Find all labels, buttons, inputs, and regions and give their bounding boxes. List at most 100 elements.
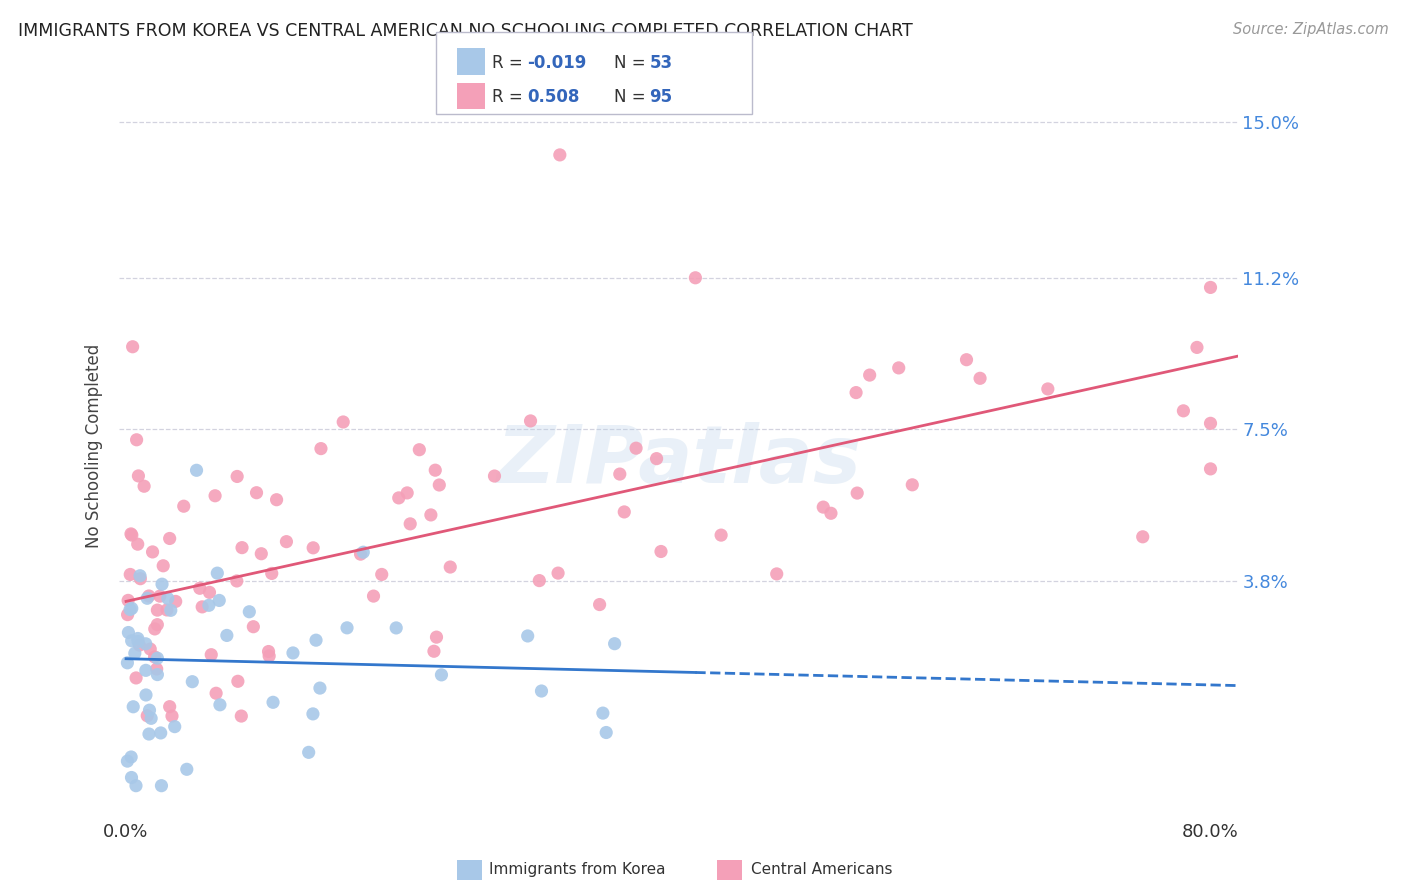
Point xyxy=(302,706,325,721)
Text: Source: ZipAtlas.com: Source: ZipAtlas.com xyxy=(1233,22,1389,37)
Point xyxy=(117,656,139,670)
Point xyxy=(143,622,166,636)
Point xyxy=(257,648,280,663)
Point xyxy=(226,674,249,689)
Point xyxy=(423,644,446,658)
Point xyxy=(408,442,430,457)
Point xyxy=(396,486,419,500)
Point xyxy=(859,368,882,382)
Point xyxy=(245,485,267,500)
Point xyxy=(266,492,288,507)
Point xyxy=(138,703,160,717)
Point xyxy=(305,633,328,648)
Point xyxy=(120,567,142,582)
Point xyxy=(1199,417,1222,431)
Point xyxy=(595,725,617,739)
Point xyxy=(127,632,149,646)
Point xyxy=(149,726,172,740)
Point xyxy=(181,674,204,689)
Point xyxy=(238,605,260,619)
Point xyxy=(226,469,249,483)
Point xyxy=(200,648,222,662)
Point xyxy=(281,646,304,660)
Point xyxy=(231,709,253,723)
Point xyxy=(901,478,924,492)
Point xyxy=(121,601,143,615)
Point xyxy=(152,558,174,573)
Point xyxy=(349,547,371,561)
Point xyxy=(813,500,835,515)
Point xyxy=(1173,404,1195,418)
Point xyxy=(117,754,139,768)
Point xyxy=(250,547,273,561)
Point xyxy=(146,667,169,681)
Point xyxy=(132,479,155,493)
Point xyxy=(624,441,647,455)
Point xyxy=(125,433,148,447)
Point xyxy=(388,491,411,505)
Point xyxy=(529,574,551,588)
Point xyxy=(650,544,672,558)
Point xyxy=(198,599,221,613)
Point xyxy=(173,499,195,513)
Text: 0.508: 0.508 xyxy=(527,88,579,106)
Point xyxy=(122,699,145,714)
Point xyxy=(129,568,152,582)
Point xyxy=(548,148,571,162)
Point xyxy=(430,668,453,682)
Point xyxy=(955,352,977,367)
Point xyxy=(302,541,325,555)
Point xyxy=(127,537,149,551)
Point xyxy=(156,591,179,606)
Point xyxy=(135,664,157,678)
Point xyxy=(298,745,321,759)
Text: 95: 95 xyxy=(650,88,672,106)
Point xyxy=(165,594,187,608)
Text: R =: R = xyxy=(492,54,529,71)
Point xyxy=(613,505,636,519)
Point xyxy=(120,750,142,764)
Point xyxy=(969,371,991,385)
Point xyxy=(603,637,626,651)
Point xyxy=(146,617,169,632)
Point xyxy=(127,469,149,483)
Text: R =: R = xyxy=(492,88,529,106)
Point xyxy=(439,560,461,574)
Point xyxy=(215,628,238,642)
Point xyxy=(163,720,186,734)
Point xyxy=(176,762,198,776)
Point xyxy=(1199,280,1222,294)
Point xyxy=(685,270,707,285)
Point xyxy=(138,727,160,741)
Point xyxy=(530,684,553,698)
Point xyxy=(198,585,221,599)
Point xyxy=(845,385,868,400)
Point xyxy=(309,681,332,695)
Point xyxy=(117,593,139,607)
Point xyxy=(204,489,226,503)
Point xyxy=(336,621,359,635)
Point xyxy=(1132,530,1154,544)
Point xyxy=(208,698,231,712)
Point xyxy=(231,541,253,555)
Point xyxy=(710,528,733,542)
Point xyxy=(427,478,450,492)
Y-axis label: No Schooling Completed: No Schooling Completed xyxy=(86,343,103,548)
Text: Central Americans: Central Americans xyxy=(751,863,893,877)
Point xyxy=(1199,462,1222,476)
Point xyxy=(242,620,264,634)
Point xyxy=(225,574,247,588)
Point xyxy=(186,463,208,477)
Point xyxy=(371,567,394,582)
Point xyxy=(332,415,354,429)
Text: N =: N = xyxy=(614,88,651,106)
Point xyxy=(609,467,631,481)
Point xyxy=(519,414,541,428)
Point xyxy=(309,442,332,456)
Point xyxy=(127,634,149,648)
Point xyxy=(159,603,181,617)
Point xyxy=(363,589,385,603)
Point xyxy=(425,630,447,644)
Point xyxy=(276,534,298,549)
Point xyxy=(207,566,229,581)
